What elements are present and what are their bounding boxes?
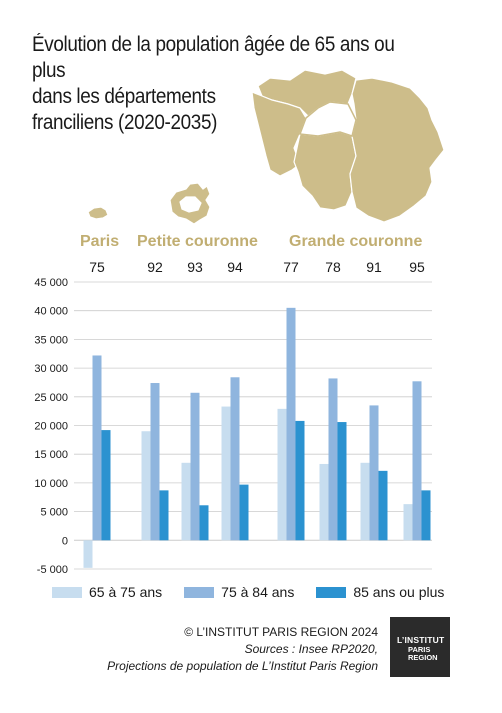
- legend-item-85-plus: 85 ans ou plus: [316, 584, 444, 600]
- logo-line-3: REGION: [408, 653, 438, 662]
- bar: [159, 490, 169, 541]
- bar: [230, 377, 240, 541]
- map-petite-couronne: [169, 182, 211, 225]
- y-tick-label: 25 000: [34, 392, 68, 404]
- bar: [378, 470, 388, 541]
- bar: [412, 381, 422, 541]
- legend-swatch-75-84: [184, 586, 215, 598]
- legend-label-75-84: 75 à 84 ans: [221, 584, 295, 600]
- projections-text: Projections de population de L’Institut …: [107, 659, 378, 673]
- category-label: 95: [409, 259, 425, 275]
- legend-label-65-75: 65 à 75 ans: [89, 584, 163, 600]
- bar: [421, 490, 431, 541]
- bar: [141, 431, 151, 541]
- group-label-petite-couronne: Petite couronne: [137, 233, 258, 250]
- copyright-text: © L’INSTITUT PARIS REGION 2024: [184, 625, 378, 639]
- bar: [286, 307, 296, 541]
- bar: [190, 392, 200, 541]
- y-axis-ticks: -5 000 0 5 000 10 000 15 000 20 000 25 000 30 0…: [34, 277, 68, 576]
- title-line-2: dans les départements: [32, 85, 216, 108]
- bar: [181, 462, 191, 541]
- y-tick-label: 45 000: [34, 277, 68, 289]
- ile-de-france-map: [87, 69, 445, 225]
- logo-line-2-3: PARIS REGION: [408, 646, 448, 662]
- institut-paris-region-logo: L’INSTITUT PARIS REGION: [390, 617, 450, 677]
- bar: [295, 420, 305, 541]
- y-tick-label: 40 000: [34, 306, 68, 318]
- bar: [403, 504, 413, 541]
- group-labels: Paris Petite couronne Grande couronne: [80, 233, 422, 250]
- bar: [92, 355, 102, 541]
- bar: [319, 463, 329, 541]
- y-tick-label: 10 000: [34, 478, 68, 490]
- bar: [328, 378, 338, 541]
- legend: 65 à 75 ans 75 à 84 ans 85 ans ou plus: [52, 584, 466, 600]
- title-line-1: Évolution de la population âgée de 65 an…: [32, 33, 395, 82]
- category-label: 91: [366, 259, 382, 275]
- bar: [150, 383, 160, 541]
- legend-label-85-plus: 85 ans ou plus: [353, 584, 445, 600]
- map-dept-77: [349, 77, 445, 223]
- legend-item-75-84: 75 à 84 ans: [184, 584, 294, 600]
- map-paris: [87, 206, 109, 220]
- credits: © L’INSTITUT PARIS REGION 2024 Sources :…: [107, 624, 378, 675]
- category-labels: 75 92 93 94 77 78 91 95: [89, 259, 425, 275]
- bar: [337, 422, 347, 541]
- legend-swatch-65-75: [52, 586, 82, 598]
- category-label: 77: [283, 259, 299, 275]
- y-tick-label: 30 000: [34, 363, 68, 375]
- y-tick-label: 5 000: [40, 507, 68, 519]
- category-label: 93: [187, 259, 203, 275]
- group-label-paris: Paris: [80, 233, 119, 250]
- bars: [83, 307, 431, 568]
- bar: [83, 540, 93, 568]
- bar: [101, 430, 111, 541]
- y-tick-label: 35 000: [34, 334, 68, 346]
- bar: [221, 406, 231, 541]
- y-tick-label: 15 000: [34, 449, 68, 461]
- title-line-3: franciliens (2020-2035): [32, 111, 218, 134]
- bar: [369, 405, 379, 541]
- bar: [199, 505, 209, 541]
- y-tick-label: 0: [62, 535, 68, 547]
- y-tick-label: -5 000: [37, 564, 68, 576]
- group-label-grande-couronne: Grande couronne: [289, 233, 422, 250]
- y-tick-label: 20 000: [34, 421, 68, 433]
- logo-line-2: PARIS: [408, 645, 431, 654]
- map-petite-couronne-outline: [298, 101, 357, 137]
- bar: [239, 484, 249, 541]
- category-label: 92: [147, 259, 163, 275]
- category-label: 75: [89, 259, 105, 275]
- chart-title: Évolution de la population âgée de 65 an…: [32, 32, 410, 136]
- category-label: 94: [227, 259, 243, 275]
- category-label: 78: [325, 259, 341, 275]
- sources-text: Sources : Insee RP2020,: [244, 642, 378, 656]
- legend-item-65-75: 65 à 75 ans: [52, 584, 162, 600]
- logo-line-1: L’INSTITUT: [397, 635, 445, 645]
- bar: [277, 408, 287, 541]
- bar: [360, 462, 370, 541]
- legend-swatch-85-plus: [316, 586, 347, 598]
